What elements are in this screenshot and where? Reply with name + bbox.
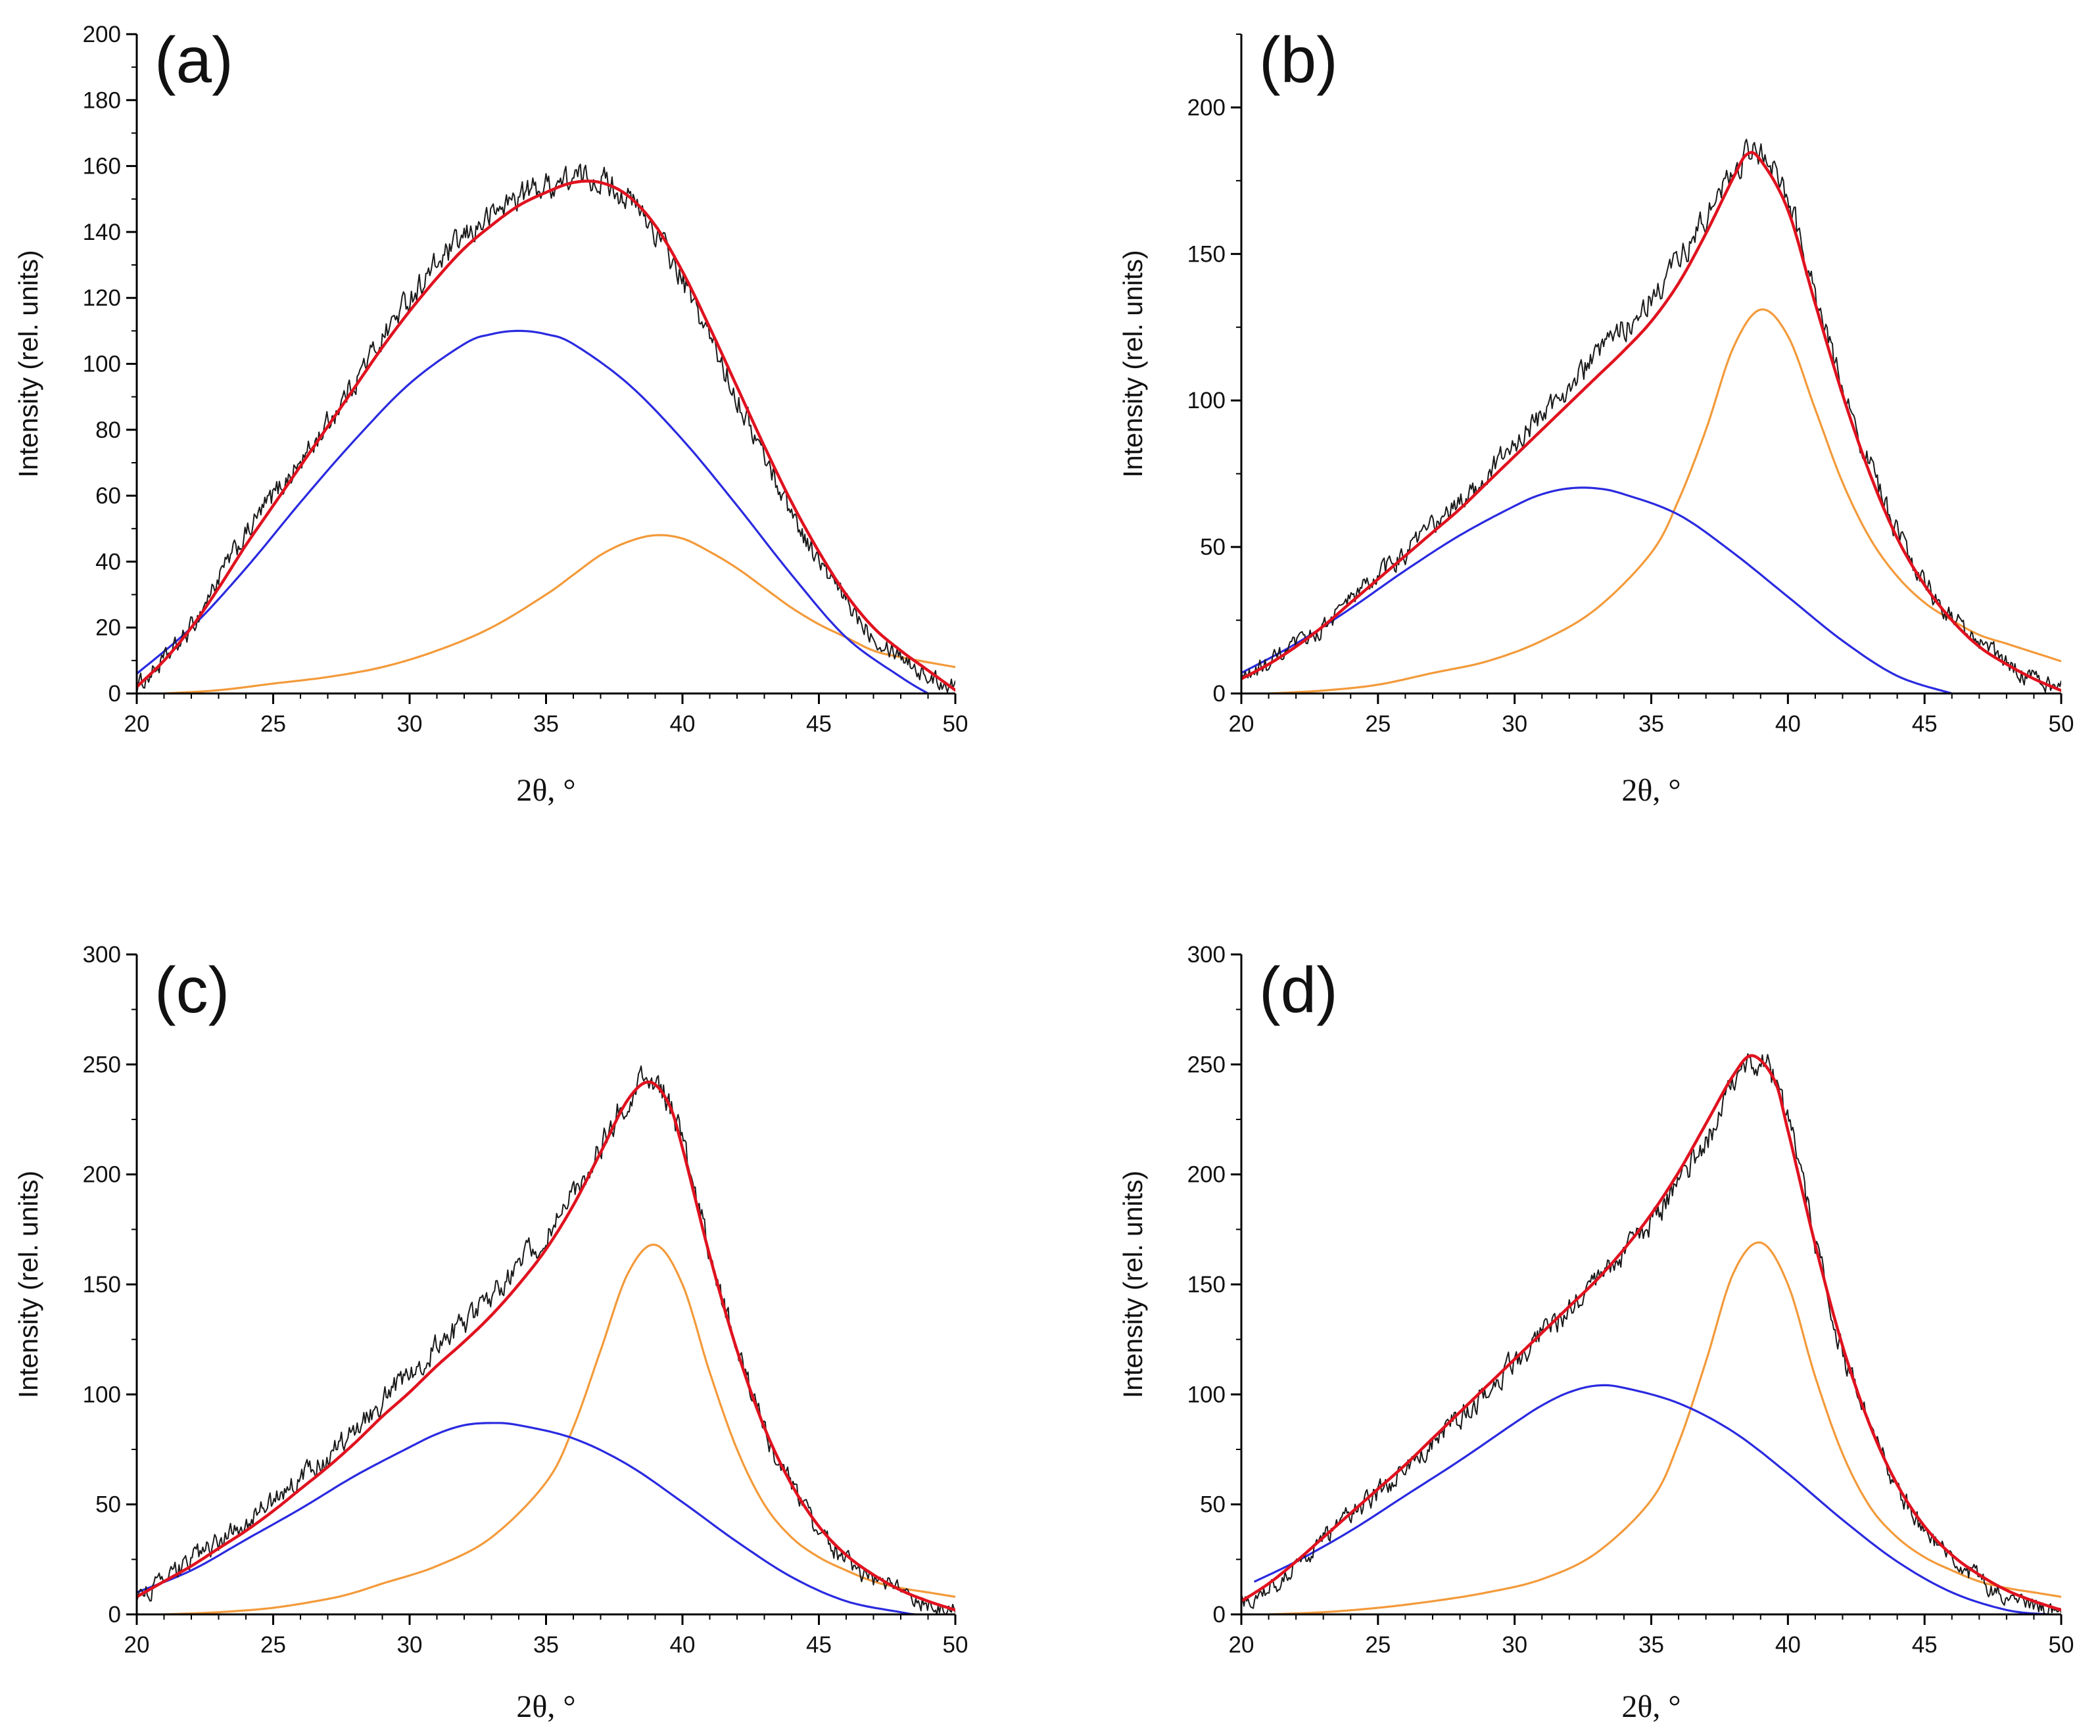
y-tick-label-a: 20	[95, 615, 121, 641]
y-tick-label-b: 200	[1187, 95, 1226, 120]
series-component2-c	[162, 1243, 955, 1614]
x-tick-label-b: 40	[1775, 711, 1801, 737]
y-tick-label-c: 50	[95, 1492, 121, 1518]
chart-panel-a: 20 25 30 35 40 45 5002040608010012014016018020…	[13, 22, 968, 808]
x-tick-label-c: 50	[943, 1632, 968, 1658]
x-axis-label-a: 2θ, °	[516, 773, 575, 808]
y-tick-label-a: 120	[83, 285, 121, 311]
series-fit-a	[137, 179, 955, 692]
y-tick-label-a: 80	[95, 417, 121, 443]
series-group-c	[137, 1065, 955, 1614]
y-tick-label-c: 100	[83, 1382, 121, 1407]
series-data-b	[1241, 139, 2061, 693]
x-tick-label-d: 45	[1912, 1632, 1938, 1658]
series-component1-b	[1241, 486, 1953, 693]
x-tick-label-a: 45	[806, 711, 832, 737]
x-axis-label-c: 2θ, °	[516, 1689, 575, 1724]
series-data-c	[137, 1065, 955, 1614]
x-axis-label-d: 2θ, °	[1621, 1689, 1681, 1724]
series-group-a	[137, 163, 955, 693]
y-tick-label-d: 200	[1187, 1162, 1226, 1188]
y-tick-label-d: 150	[1187, 1272, 1226, 1298]
chart-panel-b: 20 25 30 35 40 45 50 0 50 100 150 200 (b) 2θ, ° Intens…	[1118, 24, 2074, 808]
y-tick-label-a: 180	[83, 87, 121, 113]
y-tick-label-d: 100	[1187, 1382, 1226, 1407]
x-tick-label-a: 20	[124, 711, 150, 737]
x-tick-label-a: 35	[533, 711, 559, 737]
x-tick-label-a: 40	[670, 711, 696, 737]
y-tick-label-c: 200	[83, 1162, 121, 1188]
x-tick-label-c: 40	[670, 1632, 696, 1658]
y-tick-label-a: 0	[108, 681, 121, 707]
x-tick-label-c: 20	[124, 1632, 150, 1658]
series-fit-d	[1241, 1054, 2061, 1612]
series-fit-b	[1241, 151, 2061, 692]
panel-label-c: (c)	[155, 954, 229, 1026]
y-tick-label-a: 160	[83, 154, 121, 179]
y-tick-label-c: 150	[83, 1272, 121, 1298]
x-tick-label-c: 45	[806, 1632, 832, 1658]
x-tick-label-b: 20	[1229, 711, 1254, 737]
y-axis-label-d: Intensity (rel. units)	[1118, 1171, 1148, 1398]
x-tick-label-a: 30	[397, 711, 423, 737]
series-component1-d	[1254, 1384, 2049, 1614]
series-group-b	[1241, 139, 2061, 693]
y-tick-label-a: 60	[95, 483, 121, 509]
y-axis-label-a: Intensity (rel. units)	[13, 250, 43, 477]
panel-label-d: (d)	[1259, 954, 1338, 1026]
x-tick-label-d: 20	[1229, 1632, 1254, 1658]
y-tick-label-a: 100	[83, 352, 121, 377]
y-axis-label-b: Intensity (rel. units)	[1118, 250, 1148, 477]
y-tick-label-a: 40	[95, 549, 121, 575]
y-tick-label-b: 50	[1200, 534, 1226, 560]
series-component2-b	[1268, 308, 2061, 693]
y-axis-label-c: Intensity (rel. units)	[13, 1171, 43, 1398]
y-tick-label-d: 300	[1187, 942, 1226, 968]
x-tick-label-b: 30	[1502, 711, 1527, 737]
series-component1-c	[137, 1422, 916, 1614]
y-tick-label-b: 100	[1187, 388, 1226, 413]
y-tick-label-b: 150	[1187, 241, 1226, 267]
series-fit-c	[137, 1080, 955, 1612]
x-tick-label-b: 35	[1638, 711, 1664, 737]
series-group-d	[1241, 1053, 2061, 1614]
y-tick-label-c: 300	[83, 942, 121, 968]
chart-panel-c: 20 25 30 35 40 45 50 0 50 100 150 200 250 300 (c) 2θ, °…	[13, 942, 968, 1724]
x-tick-label-a: 25	[260, 711, 286, 737]
series-component1-a	[137, 329, 930, 693]
series-data-a	[137, 163, 955, 693]
x-tick-label-c: 30	[397, 1632, 423, 1658]
x-tick-label-a: 50	[943, 711, 968, 737]
x-tick-label-b: 25	[1365, 711, 1391, 737]
y-tick-label-a: 200	[83, 22, 121, 47]
y-tick-label-c: 0	[108, 1602, 121, 1628]
x-tick-label-d: 30	[1502, 1632, 1527, 1658]
x-tick-label-d: 40	[1775, 1632, 1801, 1658]
x-tick-label-c: 35	[533, 1632, 559, 1658]
y-tick-label-d: 50	[1200, 1492, 1226, 1518]
panel-label-a: (a)	[155, 24, 233, 96]
y-tick-label-b: 0	[1213, 681, 1226, 707]
y-tick-label-a: 140	[83, 220, 121, 245]
y-tick-label-d: 250	[1187, 1052, 1226, 1077]
x-tick-label-d: 50	[2049, 1632, 2074, 1658]
x-axis-label-b: 2θ, °	[1621, 773, 1681, 808]
x-tick-label-c: 25	[260, 1632, 286, 1658]
chart-panel-d: 20 25 30 35 40 45 50 0 50 100 150 200 250 300 (d) 2θ, °…	[1118, 942, 2074, 1724]
x-tick-label-d: 25	[1365, 1632, 1391, 1658]
x-tick-label-d: 35	[1638, 1632, 1664, 1658]
y-tick-label-d: 0	[1213, 1602, 1226, 1628]
panel-label-b: (b)	[1259, 24, 1338, 96]
series-component2-d	[1268, 1241, 2061, 1614]
x-tick-label-b: 45	[1912, 711, 1938, 737]
series-component2-a	[162, 534, 955, 693]
x-tick-label-b: 50	[2049, 711, 2074, 737]
y-tick-label-c: 250	[83, 1052, 121, 1077]
